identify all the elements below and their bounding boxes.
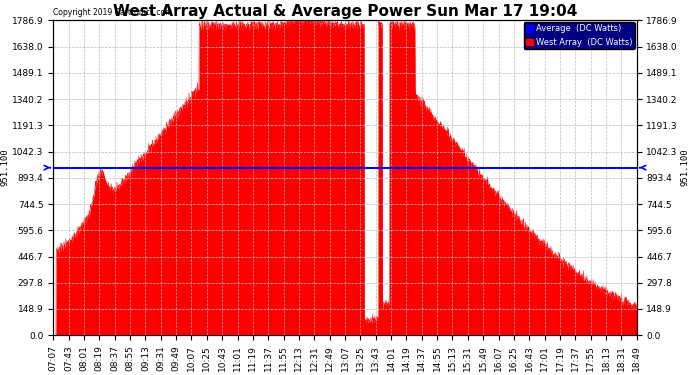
Text: Copyright 2019 Cartronics.com: Copyright 2019 Cartronics.com xyxy=(53,8,172,17)
Text: 951.100: 951.100 xyxy=(1,149,10,186)
Legend: Average  (DC Watts), West Array  (DC Watts): Average (DC Watts), West Array (DC Watts… xyxy=(524,22,635,49)
Text: 951.100: 951.100 xyxy=(680,149,689,186)
Title: West Array Actual & Average Power Sun Mar 17 19:04: West Array Actual & Average Power Sun Ma… xyxy=(112,4,578,19)
